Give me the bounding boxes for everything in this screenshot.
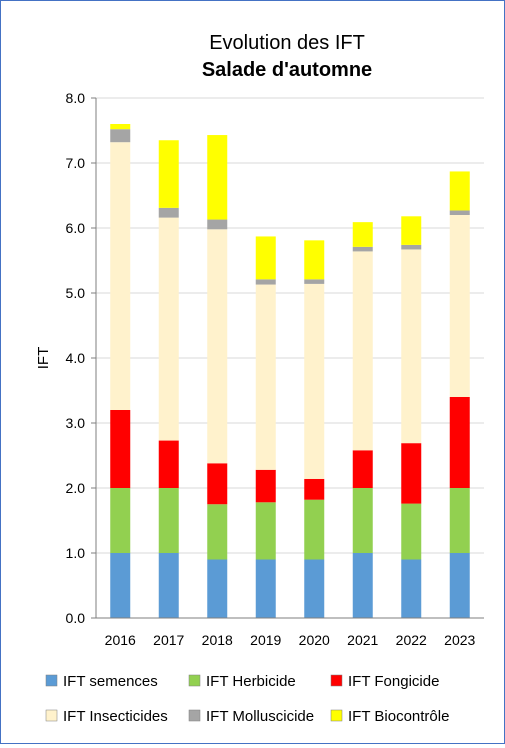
bar-segment (401, 559, 422, 618)
y-tick-label: 2.0 (66, 480, 86, 496)
bar-segment (207, 135, 228, 220)
bar-segment (449, 171, 470, 211)
y-tick-label: 7.0 (66, 155, 86, 171)
legend-swatch (45, 709, 58, 722)
legend-item: IFT Biocontrôle (330, 708, 449, 725)
bar-segment (304, 499, 325, 560)
y-tick-label: 6.0 (66, 220, 86, 236)
bar-segment (207, 463, 228, 505)
bar-segment (401, 244, 422, 250)
bar-segment (449, 488, 470, 553)
y-tick-label: 5.0 (66, 285, 86, 301)
x-tick-label: 2018 (202, 632, 233, 648)
bar-segment (304, 283, 325, 479)
bar-segment (304, 240, 325, 280)
bar-segment (110, 553, 131, 618)
bar-segment (255, 284, 276, 470)
legend-swatch (45, 674, 58, 687)
y-tick-label: 4.0 (66, 350, 86, 366)
bar-segment (207, 559, 228, 618)
legend-label: IFT Biocontrôle (348, 708, 449, 725)
bar-segment (255, 236, 276, 280)
bar-segment (207, 219, 228, 230)
bar-segment (449, 215, 470, 397)
bar-segment (255, 469, 276, 503)
bars (110, 124, 470, 618)
bar-segment (158, 553, 179, 618)
bar-segment (110, 410, 131, 488)
legend-item: IFT Herbicide (188, 673, 296, 690)
bar-segment (352, 450, 373, 488)
x-tick-label: 2022 (396, 632, 427, 648)
y-tick-label: 0.0 (66, 610, 86, 626)
y-tick-labels: 0.0 1.0 2.0 3.0 4.0 5.0 6.0 7.0 8.0 (66, 90, 86, 626)
y-axis-label: IFT (35, 347, 52, 370)
bar-segment (207, 229, 228, 464)
legend: IFT semences IFT Herbicide IFT Fongicide IF… (45, 673, 449, 725)
bar-segment (352, 251, 373, 451)
bar-segment (401, 503, 422, 560)
x-tick-label: 2020 (299, 632, 330, 648)
bar-segment (352, 222, 373, 247)
bar-segment (110, 488, 131, 553)
x-tick-labels: 2016 2017 2018 2019 2020 2021 2022 2023 (105, 632, 476, 648)
legend-label: IFT Herbicide (206, 673, 296, 690)
legend-item: IFT Insecticides (45, 708, 168, 725)
bar-segment (352, 246, 373, 252)
bar-segment (158, 207, 179, 218)
chart-title: Evolution des IFT (209, 32, 365, 54)
bar-segment (352, 553, 373, 618)
legend-label: IFT Molluscicide (206, 708, 314, 725)
bar-segment (304, 559, 325, 618)
legend-swatch (188, 709, 201, 722)
x-tick-label: 2019 (250, 632, 281, 648)
bar-segment (255, 559, 276, 618)
bar-segment (352, 488, 373, 553)
bar-segment (304, 279, 325, 284)
y-tick-label: 3.0 (66, 415, 86, 431)
bar-segment (158, 488, 179, 553)
y-tick-label: 8.0 (66, 90, 86, 106)
legend-label: IFT Fongicide (348, 673, 439, 690)
bar-segment (158, 140, 179, 208)
bar-segment (207, 504, 228, 560)
bar-segment (110, 142, 131, 410)
legend-label: IFT Insecticides (63, 708, 168, 725)
bar-segment (255, 502, 276, 560)
legend-swatch (188, 674, 201, 687)
bar-segment (401, 443, 422, 504)
x-tick-label: 2016 (105, 632, 136, 648)
legend-item: IFT semences (45, 673, 158, 690)
bar-segment (449, 397, 470, 488)
bar-segment (110, 124, 131, 130)
axes (91, 97, 484, 619)
x-tick-label: 2023 (444, 632, 475, 648)
y-tick-label: 1.0 (66, 545, 86, 561)
bar-segment (449, 553, 470, 618)
bar-segment (449, 210, 470, 215)
bar-segment (401, 216, 422, 245)
legend-swatch (330, 709, 343, 722)
legend-swatch (330, 674, 343, 687)
legend-label: IFT semences (63, 673, 158, 690)
x-tick-label: 2017 (153, 632, 184, 648)
bar-segment (401, 249, 422, 444)
legend-item: IFT Molluscicide (188, 708, 314, 725)
legend-item: IFT Fongicide (330, 673, 439, 690)
bar-segment (304, 478, 325, 500)
bar-segment (158, 217, 179, 441)
x-tick-label: 2021 (347, 632, 378, 648)
bar-segment (255, 279, 276, 285)
chart-subtitle: Salade d'automne (202, 59, 372, 81)
bar-segment (110, 129, 131, 143)
bar-segment (158, 440, 179, 488)
gridlines (96, 97, 484, 554)
